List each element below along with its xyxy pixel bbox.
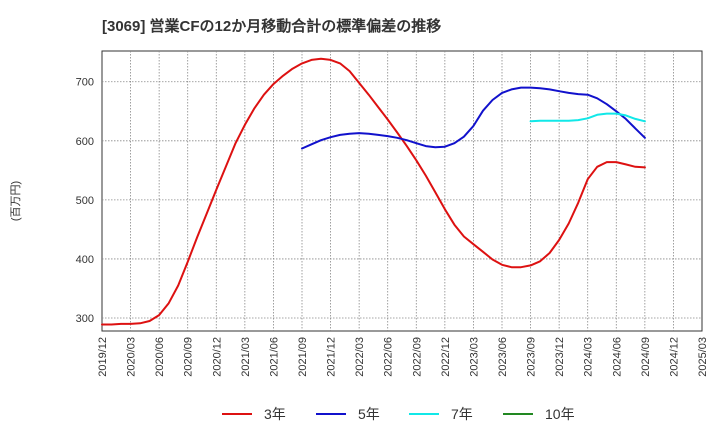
x-tick-label: 2025/03: [697, 337, 709, 377]
y-tick-label: 700: [76, 77, 94, 89]
legend: 3年 5年 7年 10年: [222, 406, 575, 422]
y-tick-label: 600: [76, 136, 94, 148]
series-line-1: [101, 57, 646, 326]
legend-label-1: 3年: [264, 406, 286, 422]
legend-label-3: 7年: [451, 406, 473, 422]
x-tick-label: 2023/09: [526, 337, 538, 377]
x-tick-label: 2021/09: [297, 337, 309, 377]
series-line-3: [529, 112, 646, 123]
x-tick-label: 2022/06: [383, 337, 395, 377]
y-tick-label: 500: [76, 195, 94, 207]
x-tick-label: 2024/09: [640, 337, 652, 377]
x-tick-label: 2022/03: [354, 337, 366, 377]
x-tick-label: 2023/06: [497, 337, 509, 377]
x-tick-label: 2024/12: [668, 337, 680, 377]
y-tick-label: 400: [76, 254, 94, 266]
x-tick-label: 2022/09: [411, 337, 423, 377]
x-tick-label: 2024/06: [611, 337, 623, 377]
plot-frame: [101, 50, 703, 332]
x-tick-label: 2020/12: [211, 337, 223, 377]
chart-title: [3069] 営業CFの12か月移動合計の標準偏差の推移: [102, 17, 441, 35]
legend-label-2: 5年: [358, 406, 380, 422]
x-tick-label: 2023/12: [554, 337, 566, 377]
x-tick-label: 2022/12: [440, 337, 452, 377]
y-tick-label: 300: [76, 313, 94, 325]
x-tick-label: 2019/12: [97, 337, 109, 377]
x-tick-label: 2021/12: [326, 337, 338, 377]
legend-label-4: 10年: [545, 406, 575, 422]
x-tick-label: 2024/03: [583, 337, 595, 377]
x-tick-label: 2021/06: [268, 337, 280, 377]
x-tick-label: 2021/03: [240, 337, 252, 377]
x-tick-label: 2020/03: [126, 337, 138, 377]
x-tick-label: 2020/06: [154, 337, 166, 377]
plot-area: 300 400 500 600 700 2019/12 2020/03 2020/06 2020…: [76, 50, 709, 377]
series-line-2: [301, 86, 646, 150]
x-tick-label: 2023/03: [468, 337, 480, 377]
y-axis-label: (百万円): [10, 181, 22, 221]
x-tick-label: 2020/09: [183, 337, 195, 377]
